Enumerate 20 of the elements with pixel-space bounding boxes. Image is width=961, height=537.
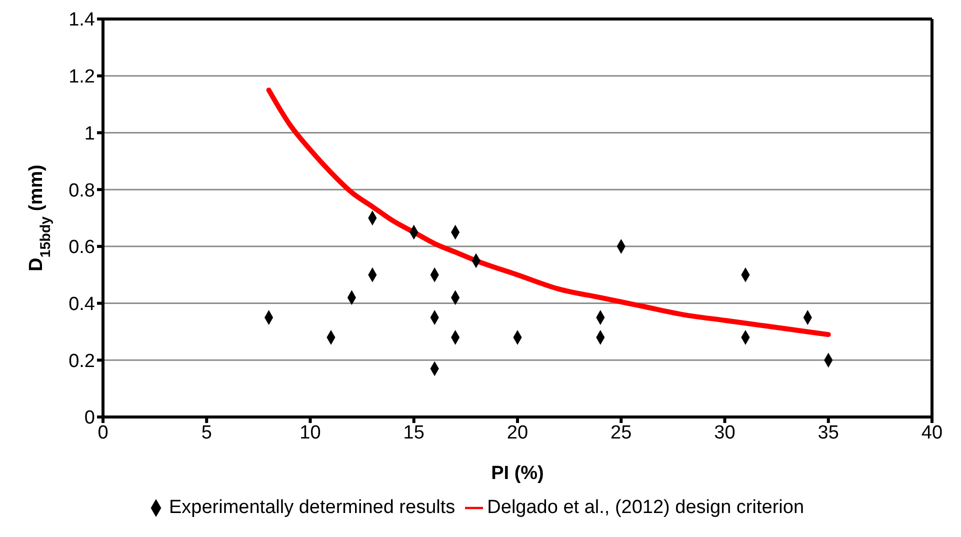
x-tick-label: 20 — [506, 422, 528, 444]
x-tick-label: 25 — [610, 422, 632, 444]
x-tick-label: 0 — [98, 422, 108, 444]
legend-label: Experimentally determined results — [168, 497, 456, 518]
y-tick-label: 0.4 — [68, 294, 96, 316]
y-tick-label: 0.8 — [68, 180, 95, 202]
x-tick-label: 40 — [921, 422, 943, 444]
legend-label: Delgado et al., (2012) design criterion — [487, 497, 804, 518]
x-tick-label: 10 — [300, 422, 321, 444]
y-tick-label: 0 — [84, 408, 95, 429]
y-tick-label: 1.2 — [68, 66, 95, 88]
x-tick-label: 30 — [714, 422, 736, 444]
y-tick-label: 0.2 — [68, 350, 95, 372]
x-tick-label: 15 — [403, 422, 424, 444]
x-tick-label: 5 — [201, 422, 212, 444]
y-tick-label: 1 — [84, 123, 95, 144]
y-tick-label: 1.4 — [68, 10, 96, 31]
y-tick-label: 0.6 — [68, 237, 95, 258]
x-tick-label: 35 — [818, 422, 839, 444]
x-axis-title: PI (%) — [491, 463, 544, 484]
